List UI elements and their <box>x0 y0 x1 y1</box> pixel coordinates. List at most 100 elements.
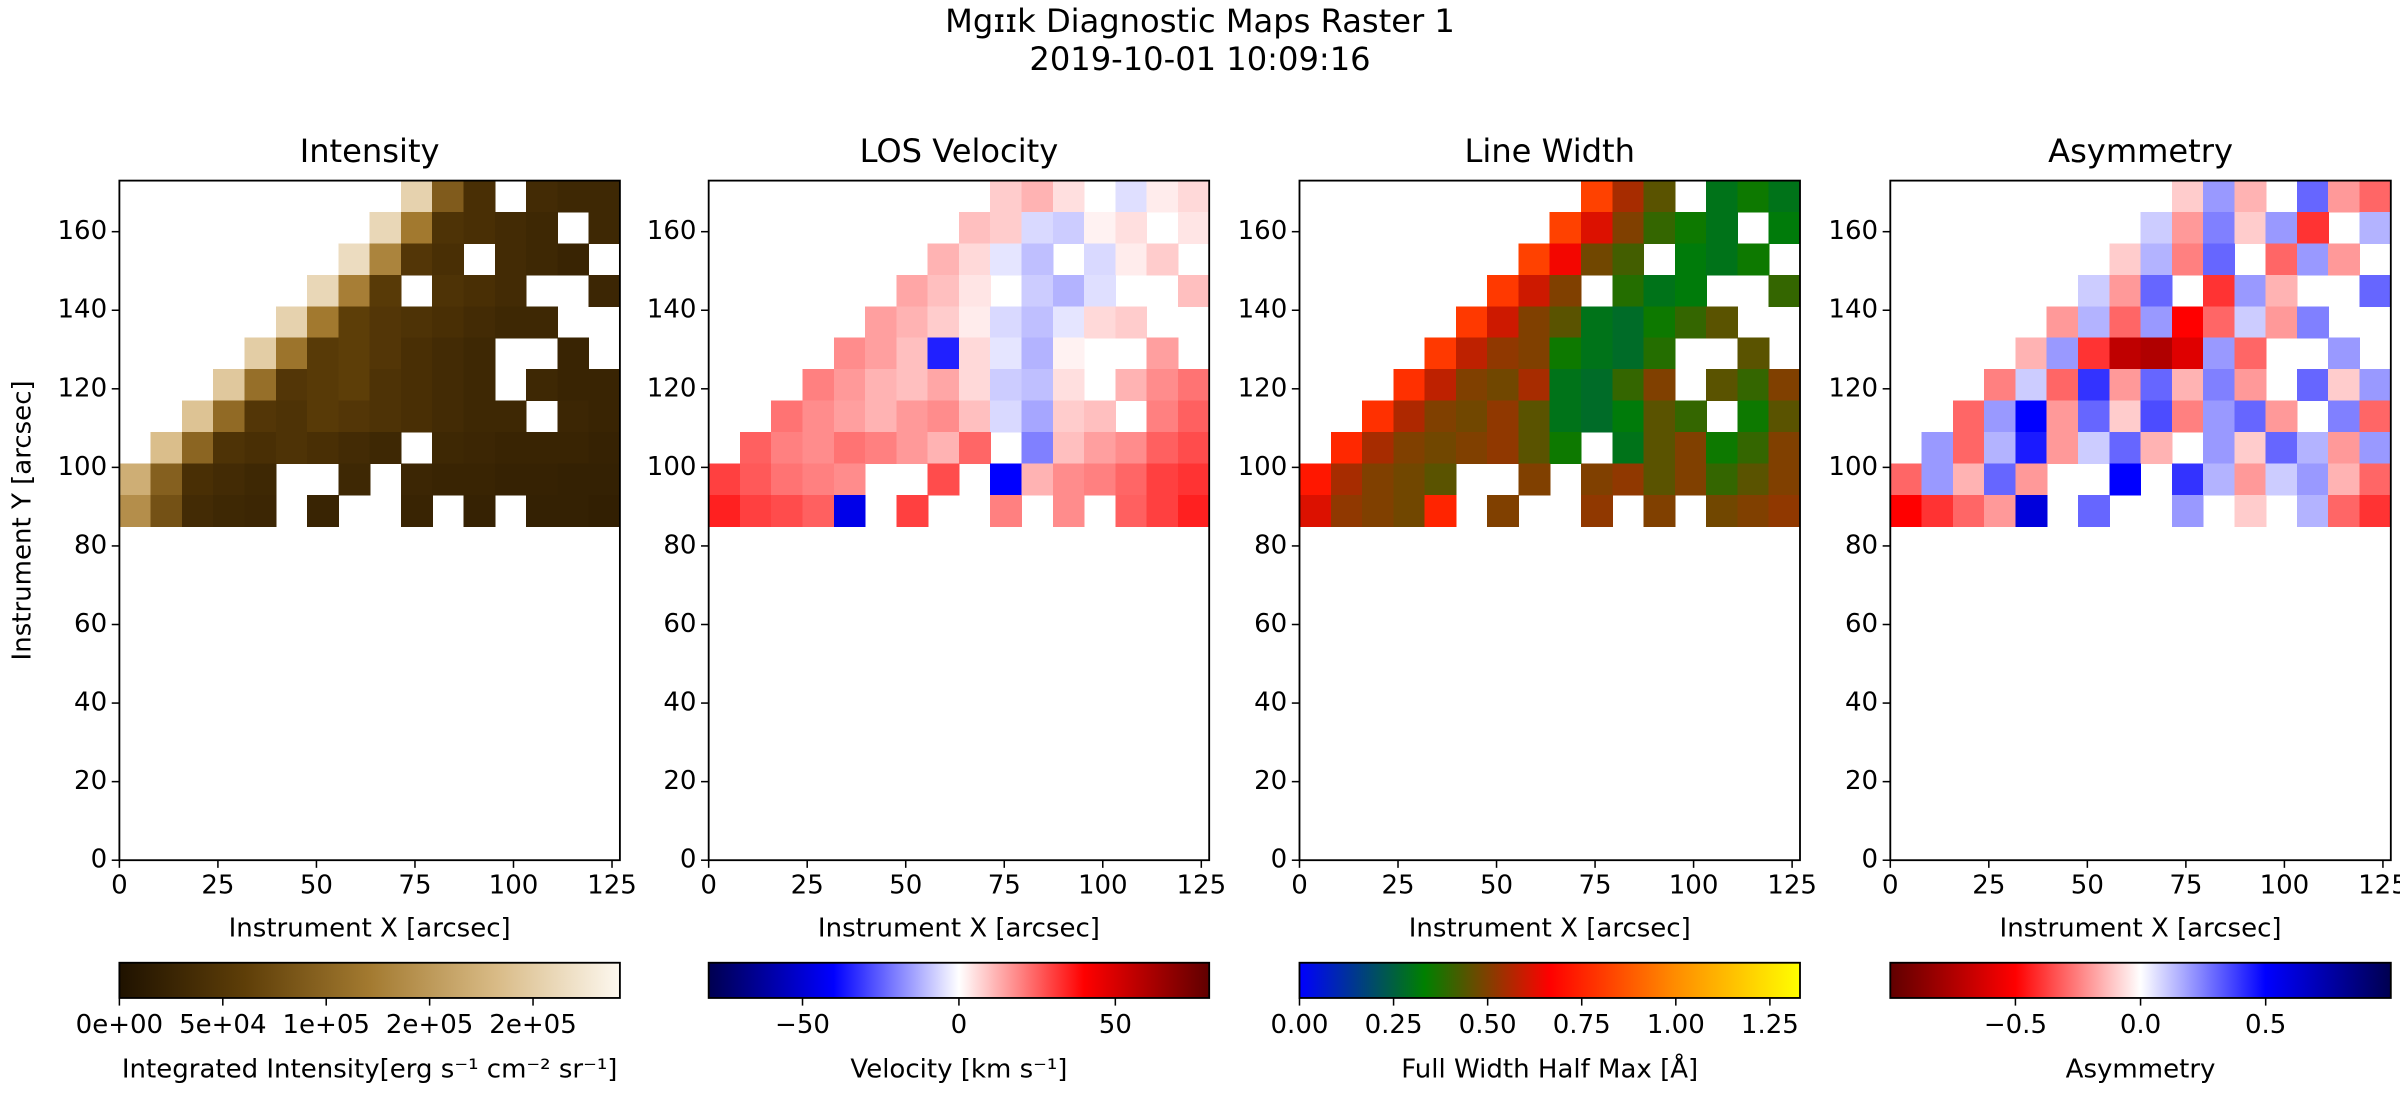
heatmap-cell <box>2015 369 2048 402</box>
heatmap-cell <box>1549 212 1582 245</box>
heatmap-cell <box>557 432 590 465</box>
heatmap-cell <box>1768 369 1801 402</box>
heatmap-cell <box>1518 274 1551 307</box>
heatmap-cell <box>369 274 402 307</box>
heatmap-cell <box>2203 306 2236 339</box>
heatmap-cell <box>1424 463 1457 496</box>
heatmap-cell <box>494 243 527 276</box>
colorbar-tick-label: 2e+05 <box>489 1010 576 1040</box>
y-tick-label: 140 <box>57 295 107 325</box>
heatmap-cell <box>463 274 496 307</box>
x-tick-label: 25 <box>1381 871 1414 901</box>
heatmap-cell <box>432 243 465 276</box>
heatmap-cell <box>958 369 991 402</box>
y-tick-label: 100 <box>57 452 107 482</box>
heatmap-cell <box>990 337 1023 370</box>
y-tick-label: 80 <box>1845 530 1878 560</box>
y-tick-label: 20 <box>663 766 696 796</box>
heatmap-cell <box>1487 306 1520 339</box>
heatmap-cell <box>307 306 339 339</box>
heatmap-cell <box>400 337 433 370</box>
heatmap-cell <box>1706 180 1739 213</box>
heatmap-cell <box>557 180 590 213</box>
x-tick-label: 100 <box>1078 871 1128 901</box>
heatmap-cell <box>1612 369 1645 402</box>
heatmap-cell <box>927 432 960 465</box>
x-axis-label: Instrument X [arcsec] <box>1409 914 1691 944</box>
colorbar-label: Full Width Half Max [Å] <box>1401 1052 1698 1084</box>
heatmap-cell <box>1115 463 1148 496</box>
heatmap-cell <box>1299 463 1332 496</box>
heatmap-cell <box>244 400 277 433</box>
heatmap-cell <box>2359 494 2392 527</box>
heatmap-cell <box>2140 212 2173 245</box>
heatmap-cell <box>958 400 991 433</box>
heatmap-cell <box>1084 212 1116 245</box>
heatmap-cell <box>1768 432 1801 465</box>
y-tick-label: 0 <box>680 845 697 875</box>
colorbar-tick-label: 2e+05 <box>386 1010 473 1040</box>
heatmap-cell <box>990 306 1023 339</box>
heatmap-cell <box>802 432 835 465</box>
heatmap-cell <box>1890 463 1923 496</box>
heatmap-cell <box>1424 432 1457 465</box>
heatmap-cell <box>1984 369 2017 402</box>
heatmap-cell <box>927 337 960 370</box>
heatmap-cell <box>1952 400 1985 433</box>
heatmap-cell <box>2359 212 2392 245</box>
heatmap-cell <box>1921 463 1954 496</box>
heatmap-cell <box>1362 400 1394 433</box>
heatmap-cell <box>1674 463 1707 496</box>
heatmap-cell <box>494 432 527 465</box>
colorbar-tick-label: 1.25 <box>1741 1010 1799 1040</box>
heatmap-cell <box>557 243 590 276</box>
heatmap-cell <box>557 369 590 402</box>
heatmap-cell <box>1177 432 1210 465</box>
heatmap-cell <box>708 494 741 527</box>
heatmap-cell <box>1455 337 1488 370</box>
heatmap-cell <box>338 369 371 402</box>
heatmap-cell <box>958 212 991 245</box>
heatmap-cell <box>1643 494 1676 527</box>
heatmap-cell <box>2234 212 2267 245</box>
heatmap-cell <box>400 400 433 433</box>
colorbar-label: Velocity [km s⁻¹] <box>850 1054 1067 1084</box>
heatmap-cell <box>1737 463 1770 496</box>
heatmap-cell <box>1549 432 1582 465</box>
heatmap-cell <box>1424 369 1457 402</box>
x-tick-label: 100 <box>1669 871 1719 901</box>
y-tick-label: 0 <box>1271 845 1288 875</box>
heatmap-cell <box>557 463 590 496</box>
x-tick-label: 25 <box>791 871 824 901</box>
heatmap-cell <box>1612 306 1645 339</box>
heatmap-cell <box>2203 180 2236 213</box>
heatmap-cell <box>1177 369 1210 402</box>
y-tick-label: 160 <box>647 216 697 246</box>
heatmap-cell <box>1455 369 1488 402</box>
heatmap-cell <box>307 400 339 433</box>
heatmap-cell <box>2140 337 2173 370</box>
heatmap-cell <box>588 274 621 307</box>
heatmap-cell <box>307 337 339 370</box>
heatmap-cell <box>432 432 465 465</box>
colorbar-tick-label: 5e+04 <box>179 1010 266 1040</box>
panel-title: Line Width <box>1464 132 1635 170</box>
x-tick-label: 75 <box>398 871 431 901</box>
heatmap-cell <box>588 432 621 465</box>
colorbar-tick-label: 1e+05 <box>282 1010 369 1040</box>
heatmap-cell <box>119 494 152 527</box>
heatmap-cell <box>432 369 465 402</box>
heatmap-cell <box>1146 369 1179 402</box>
heatmap-cell <box>1612 400 1645 433</box>
heatmap-cell <box>1581 337 1613 370</box>
heatmap-cell <box>2296 369 2329 402</box>
heatmap-cell <box>400 463 433 496</box>
heatmap-cell <box>1393 432 1426 465</box>
heatmap-cell <box>150 494 183 527</box>
heatmap-cell <box>2140 306 2173 339</box>
heatmap-cell <box>1549 369 1582 402</box>
heatmap-cell <box>2328 369 2361 402</box>
y-tick-label: 160 <box>1238 216 1288 246</box>
heatmap-cell <box>1549 337 1582 370</box>
heatmap-cell <box>927 463 960 496</box>
